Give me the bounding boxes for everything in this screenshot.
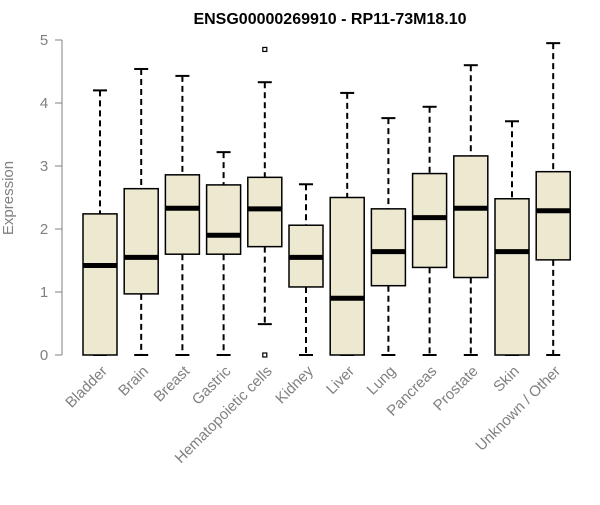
x-label-9: Prostate	[430, 363, 482, 415]
box-8	[411, 105, 448, 356]
x-label-5: Kidney	[272, 362, 317, 407]
box-iqr	[535, 170, 571, 261]
box-iqr	[370, 208, 407, 287]
box-iqr	[205, 184, 242, 255]
y-axis: 0 1 2 3 4 5	[40, 32, 63, 364]
box-4	[247, 46, 283, 358]
y-axis-label: Expression	[0, 161, 17, 235]
box-0	[82, 89, 118, 356]
box-iqr	[411, 172, 448, 269]
box-iqr	[494, 198, 530, 356]
box-iqr	[329, 196, 365, 356]
box-iqr	[164, 174, 201, 255]
box-outlier-0	[262, 352, 268, 358]
box-5	[288, 183, 324, 356]
y-tick-label-5: 5	[40, 32, 48, 49]
box-1	[123, 67, 159, 356]
y-tick-label-3: 3	[40, 158, 48, 175]
x-label-10: Skin	[490, 363, 523, 396]
box-10	[494, 120, 530, 356]
box-9	[453, 64, 489, 356]
boxes-group	[82, 42, 571, 358]
box-outlier-1	[262, 46, 268, 53]
box-iqr	[82, 213, 118, 356]
x-label-2: Breast	[151, 362, 194, 405]
box-6	[329, 91, 365, 356]
box-11	[535, 42, 571, 356]
box-3	[205, 151, 242, 356]
box-iqr	[123, 187, 159, 295]
y-tick-label-1: 1	[40, 284, 48, 301]
box-2	[164, 74, 201, 356]
y-tick-label-2: 2	[40, 221, 48, 238]
x-label-0: Bladder	[62, 363, 111, 412]
x-label-1: Brain	[115, 363, 152, 400]
y-tick-label-4: 4	[40, 95, 48, 112]
x-label-6: Liver	[323, 363, 358, 398]
chart-title: ENSG00000269910 - RP11-73M18.10	[193, 11, 466, 28]
y-tick-label-0: 0	[40, 347, 48, 364]
x-label-7: Lung	[364, 363, 400, 399]
box-iqr	[247, 176, 283, 248]
box-iqr	[453, 155, 489, 279]
box-7	[370, 117, 407, 356]
